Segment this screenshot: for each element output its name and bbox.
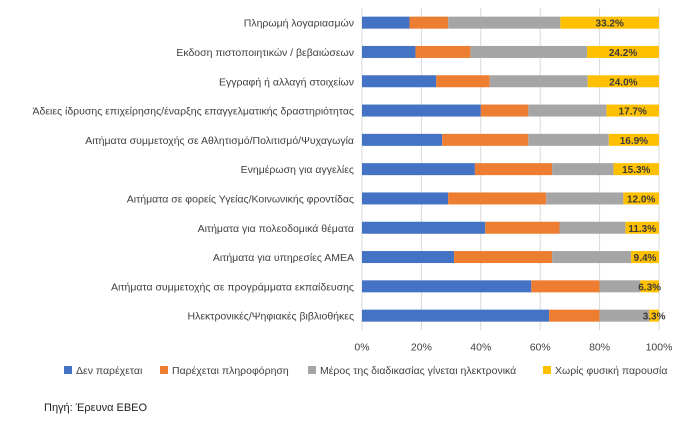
bar-segment xyxy=(489,75,588,88)
bar-segment xyxy=(362,280,532,293)
legend-entry: Παρέχεται πληροφόρηση xyxy=(172,365,289,377)
bar-segment xyxy=(362,104,481,117)
category-label: Ηλεκτρονικές/Ψηφιακές βιβλιοθήκες xyxy=(188,311,354,323)
bar-segment xyxy=(599,309,650,322)
category-label: Εκδοση πιστοποιητικών / βεβαιώσεων xyxy=(176,47,354,59)
x-tick-label: 0% xyxy=(354,341,369,353)
bar-segment xyxy=(559,221,626,234)
bar-segment xyxy=(546,192,624,205)
data-label: 6.3% xyxy=(638,282,661,293)
bar-segment xyxy=(485,221,560,234)
data-label: 3.3% xyxy=(643,312,666,323)
category-label: Αιτήματα για υπηρεσίες ΑΜΕΑ xyxy=(213,252,354,264)
bar-segment xyxy=(362,133,443,146)
bar-segment xyxy=(640,280,659,293)
bar-segment xyxy=(587,45,659,58)
x-axis-ticks: 0% 20% 40% 60% 80% 100% xyxy=(354,341,672,353)
bar-segment xyxy=(608,133,659,146)
category-label: Αιτήματα για πολεοδομικά θέματα xyxy=(198,223,354,235)
legend: Δεν παρέχεται Παρέχεται πληροφόρηση Μέρος … xyxy=(64,365,667,377)
bar-segment xyxy=(362,45,416,58)
bar-segment xyxy=(362,251,455,264)
data-labels: 33.2% 24.2% 24.0% 17.7% 16.9% 15.3% 12.0% 11.3%… xyxy=(596,19,666,323)
category-label: Αιτήματα σε φορείς Υγείας/Κοινωνικής φρο… xyxy=(127,193,354,205)
bar-segment xyxy=(606,104,659,117)
bar-segment xyxy=(623,192,659,205)
bar-segment xyxy=(454,251,553,264)
data-label: 15.3% xyxy=(622,165,650,176)
bar-segment xyxy=(442,133,529,146)
bar-segment xyxy=(625,221,659,234)
category-label: Άδειες ίδρυσης επιχείρησης/έναρξης επαγγ… xyxy=(32,106,354,118)
bar-segment xyxy=(362,75,437,88)
data-label: 24.0% xyxy=(609,77,637,88)
bar-segment xyxy=(649,309,659,322)
category-labels: Πληρωμή λογαριασμών Εκδοση πιστοποιητικών… xyxy=(32,18,354,323)
bars xyxy=(362,16,659,322)
x-tick-label: 60% xyxy=(530,341,551,353)
x-tick-label: 80% xyxy=(589,341,610,353)
category-label: Εγγραφή ή αλλαγή στοιχείων xyxy=(219,76,354,88)
bar-segment xyxy=(480,104,529,117)
legend-entry: Χωρίς φυσική παρουσία xyxy=(555,365,667,377)
data-label: 16.9% xyxy=(620,136,648,147)
bar-segment xyxy=(528,104,607,117)
bar-segment xyxy=(362,221,486,234)
bar-segment xyxy=(631,251,659,264)
bar-segment xyxy=(599,280,641,293)
bar-segment xyxy=(560,16,659,29)
data-label: 9.4% xyxy=(634,253,657,264)
bar-segment xyxy=(474,163,553,176)
bar-segment xyxy=(448,192,547,205)
category-label: Πληρωμή λογαριασμών xyxy=(244,18,354,30)
bar-segment xyxy=(470,45,588,58)
legend-swatch xyxy=(543,366,551,374)
bar-segment xyxy=(362,163,475,176)
data-label: 17.7% xyxy=(619,107,647,118)
bar-segment xyxy=(448,16,561,29)
x-tick-label: 20% xyxy=(411,341,432,353)
data-label: 12.0% xyxy=(627,194,655,205)
source-note: Πηγή: Έρευνα ΕΒΕΟ xyxy=(44,402,148,414)
data-label: 24.2% xyxy=(609,48,637,59)
bar-segment xyxy=(528,133,609,146)
bar-segment xyxy=(409,16,449,29)
bar-segment xyxy=(436,75,490,88)
legend-swatch xyxy=(308,366,316,374)
bar-segment xyxy=(552,251,632,264)
bar-segment xyxy=(552,163,614,176)
bar-segment xyxy=(531,280,600,293)
legend-entry: Δεν παρέχεται xyxy=(76,365,143,377)
bar-segment xyxy=(362,192,449,205)
legend-swatch xyxy=(160,366,168,374)
data-label: 33.2% xyxy=(596,19,624,30)
data-label: 11.3% xyxy=(628,224,656,235)
category-label: Αιτήματα συμμετοχής σε προγράμματα εκπαί… xyxy=(111,281,354,293)
bar-segment xyxy=(362,309,550,322)
category-label: Αιτήματα συμμετοχής σε Αθλητισμό/Πολιτισ… xyxy=(85,135,354,147)
x-tick-label: 40% xyxy=(470,341,491,353)
bar-segment xyxy=(549,309,600,322)
bar-segment xyxy=(415,45,471,58)
category-label: Ενημέρωση για αγγελίες xyxy=(241,164,354,176)
legend-swatch xyxy=(64,366,72,374)
bar-segment xyxy=(587,75,659,88)
x-tick-label: 100% xyxy=(646,341,673,353)
bar-segment xyxy=(613,163,659,176)
legend-entry: Μέρος της διαδικασίας γίνεται ηλεκτρονικ… xyxy=(320,365,516,377)
bar-segment xyxy=(362,16,410,29)
